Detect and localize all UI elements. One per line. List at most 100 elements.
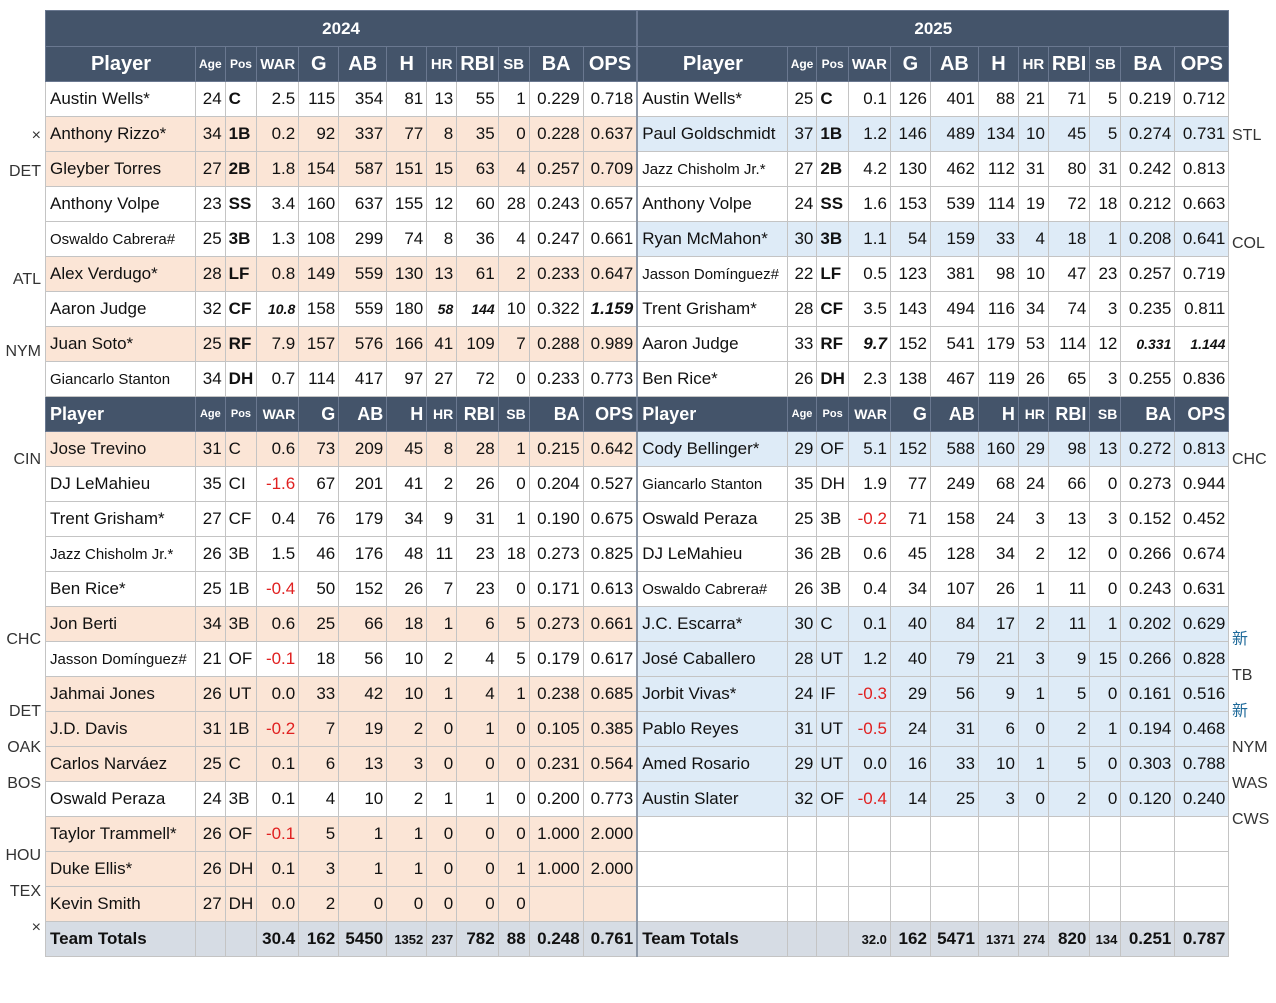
y2024-h-cell: 26 <box>386 571 428 607</box>
y2024-g-cell: 76 <box>298 501 340 537</box>
y2025-ab-cell: 158 <box>929 501 979 537</box>
y2024-rbi-cell: 28 <box>456 431 499 467</box>
y2025-war-cell: 0.4 <box>847 571 891 607</box>
y2024-ba-cell: 0.273 <box>528 606 584 642</box>
y2025-ba-cell: 0.257 <box>1120 256 1176 292</box>
y2025-ba-cell: 0.255 <box>1120 361 1176 397</box>
arrival-team-note: CHC <box>1232 451 1267 468</box>
y2025-age-cell: 26 <box>786 571 818 607</box>
y2025-total-war: 32.0 <box>847 921 891 957</box>
y2024-g-cell: 67 <box>298 466 340 502</box>
y2024-hr-cell: 2 <box>426 641 458 677</box>
y2024-pos-cell: SS <box>224 186 258 222</box>
y2025-h-cell: 112 <box>977 151 1019 187</box>
y2024-ab-cell: 1 <box>338 816 388 852</box>
y2024-war-cell: 3.4 <box>256 186 300 222</box>
y2024-ba-cell: 0.229 <box>528 81 584 117</box>
y2024-age-cell: 23 <box>195 186 226 222</box>
y2024-player-cell: Giancarlo Stanton <box>45 361 196 397</box>
y2025-age-cell: 25 <box>786 81 818 117</box>
y2024-ab-cell: 176 <box>338 536 388 572</box>
y2025-ab-cell: 159 <box>929 221 979 257</box>
y2025-war-cell: 4.2 <box>847 151 891 187</box>
departed-team-note: TEX <box>9 883 41 900</box>
y2025-player-cell <box>636 886 788 922</box>
y2024-age-cell: 27 <box>195 151 226 187</box>
y2024-pos-cell: OF <box>224 816 258 852</box>
y2024-pos-cell: 1B <box>224 116 258 152</box>
y2024-hr-cell: 15 <box>426 151 458 187</box>
y2025-g-cell <box>889 851 931 887</box>
y2024-ba-cell <box>528 886 584 922</box>
y2024-ops-cell: 0.564 <box>582 746 639 782</box>
column-header-g: G <box>889 396 931 432</box>
y2025-ab-cell <box>929 851 979 887</box>
y2024-sb-cell: 0 <box>497 571 530 607</box>
y2025-ab-cell: 588 <box>929 431 979 467</box>
y2025-ab-cell: 25 <box>929 781 979 817</box>
y2024-ba-cell: 0.215 <box>528 431 584 467</box>
bench-row: Jose Trevino 31 C 0.6 73 209 45 8 28 1 0.215 0.642 C… <box>45 431 1230 467</box>
y2024-total-hr: 237 <box>426 921 458 957</box>
y2024-ba-cell: 0.233 <box>528 256 584 292</box>
y2025-player-cell: Cody Bellinger* <box>636 431 788 467</box>
y2025-g-cell: 126 <box>889 81 931 117</box>
y2024-g-cell: 46 <box>298 536 340 572</box>
y2025-g-cell: 130 <box>889 151 931 187</box>
y2025-player-cell: Oswald Peraza <box>636 501 788 537</box>
y2024-hr-cell: 0 <box>426 711 458 747</box>
y2025-ba-cell: 0.243 <box>1120 571 1176 607</box>
y2025-player-cell: Amed Rosario <box>636 746 788 782</box>
y2025-ab-cell <box>929 816 979 852</box>
y2025-h-cell: 26 <box>977 571 1019 607</box>
y2024-ops-cell: 0.675 <box>582 501 639 537</box>
y2025-ba-cell <box>1120 851 1176 887</box>
y2024-g-cell: 7 <box>298 711 340 747</box>
y2025-pos-cell: SS <box>816 186 849 222</box>
y2025-sb-cell: 0 <box>1089 536 1122 572</box>
y2025-age-cell: 37 <box>786 116 818 152</box>
y2024-war-cell: 0.1 <box>256 851 300 887</box>
y2024-ab-cell: 417 <box>338 361 388 397</box>
y2025-war-cell: 0.1 <box>847 606 891 642</box>
column-header-h: H <box>977 46 1019 82</box>
arrival-team-note: TB <box>1232 667 1253 684</box>
y2024-g-cell: 3 <box>298 851 340 887</box>
y2025-sb-cell: 0 <box>1089 676 1122 712</box>
y2024-ops-cell: 0.661 <box>582 606 639 642</box>
y2025-h-cell: 116 <box>977 291 1019 327</box>
y2024-g-cell: 115 <box>298 81 340 117</box>
y2024-sb-cell: 1 <box>497 81 530 117</box>
y2025-h-cell: 134 <box>977 116 1019 152</box>
y2024-rbi-cell: 23 <box>456 571 499 607</box>
y2024-age-cell: 25 <box>195 326 226 362</box>
y2025-hr-cell: 1 <box>1017 676 1049 712</box>
y2025-rbi-cell: 71 <box>1047 81 1091 117</box>
y2024-rbi-cell: 4 <box>456 641 499 677</box>
y2024-age-cell: 26 <box>195 676 226 712</box>
y2024-h-cell: 97 <box>386 361 428 397</box>
y2025-age-cell: 31 <box>786 711 818 747</box>
y2024-pos-cell: DH <box>224 886 258 922</box>
y2025-h-cell: 10 <box>977 746 1019 782</box>
y2025-pos-cell: C <box>816 81 849 117</box>
column-header-ba: BA <box>1120 396 1176 432</box>
y2024-rbi-cell: 72 <box>456 361 499 397</box>
y2025-war-cell: -0.2 <box>847 501 891 537</box>
y2024-war-cell: -0.1 <box>256 816 300 852</box>
y2024-war-cell: 0.6 <box>256 606 300 642</box>
team-totals-row: Team Totals 30.4 162 5450 1352 237 782 88 0.248 0… <box>45 921 1230 957</box>
y2025-hr-cell: 29 <box>1017 431 1049 467</box>
bench-row: Carlos Narváez 25 C 0.1 6 13 3 0 0 0 0.231 0.564 Ame… <box>45 746 1230 782</box>
y2025-h-cell: 3 <box>977 781 1019 817</box>
y2025-player-cell: Ben Rice* <box>636 361 788 397</box>
y2024-war-cell: 2.5 <box>256 81 300 117</box>
y2024-ab-cell: 10 <box>338 781 388 817</box>
y2024-ops-cell: 0.685 <box>582 676 639 712</box>
y2025-ba-cell: 0.303 <box>1120 746 1176 782</box>
y2025-g-cell: 123 <box>889 256 931 292</box>
y2025-war-cell: 5.1 <box>847 431 891 467</box>
y2025-g-cell: 54 <box>889 221 931 257</box>
y2024-age-cell: 31 <box>195 711 226 747</box>
y2024-player-cell: Trent Grisham* <box>45 501 196 537</box>
